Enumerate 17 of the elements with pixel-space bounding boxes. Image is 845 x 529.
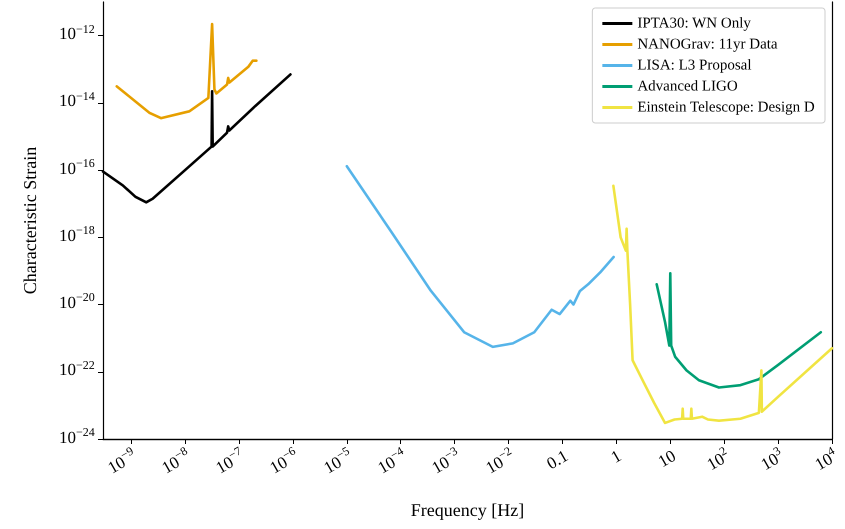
legend-label: NANOGrav: 11yr Data [637,36,778,52]
legend-label: LISA: L3 Proposal [637,58,752,74]
y-tick-label: 10$^{−12}$ [59,22,95,44]
x-tick-label: 1 [608,446,625,467]
legend-label: Einstein Telescope: Design D [637,100,815,116]
x-tick-label: 10 [655,446,680,472]
x-axis-title: Frequency [Hz] [410,500,524,520]
y-tick-label: 10$^{−20}$ [59,290,95,312]
x-tick-label: 0.1 [544,446,572,474]
y-axis-title: Characteristic Strain [20,146,40,294]
y-tick-label: 10$^{−14}$ [59,88,95,110]
y-tick-label: 10$^{−22}$ [59,358,95,380]
y-tick-label: 10$^{−24}$ [59,424,95,446]
legend-label: IPTA30: WN Only [637,16,752,32]
y-tick-label: 10$^{−18}$ [59,223,95,245]
legend-label: Advanced LIGO [637,78,738,94]
y-tick-label: 10$^{−16}$ [59,156,95,178]
